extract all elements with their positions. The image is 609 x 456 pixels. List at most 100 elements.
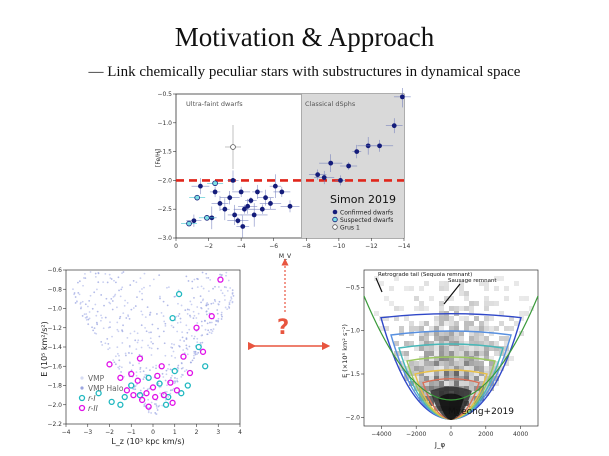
density-cell	[449, 306, 454, 311]
density-cell	[444, 346, 449, 351]
vmp-star-point	[196, 322, 199, 324]
density-cell	[479, 366, 484, 371]
density-cell	[429, 361, 434, 366]
density-cell	[444, 316, 449, 321]
r-i-star-point	[121, 393, 128, 401]
density-contour	[398, 343, 504, 421]
confirmed-dwarf-point	[391, 123, 397, 129]
vmp-star-point	[147, 411, 150, 414]
vmp-star-point	[193, 314, 196, 317]
vmp-star-point	[159, 295, 161, 298]
slide-subtitle: — Link chemically peculiar stars with su…	[88, 64, 521, 80]
density-cell	[434, 361, 439, 366]
density-cell	[484, 326, 489, 331]
vmp-star-point	[185, 347, 188, 350]
vmp-star-point	[176, 377, 179, 380]
vmp-star-point	[118, 368, 121, 370]
vmp-star-point	[196, 306, 199, 308]
vmp-star-point	[107, 326, 110, 329]
density-cell	[474, 346, 479, 351]
density-cell	[424, 381, 429, 386]
r-ii-star-point	[130, 391, 137, 399]
vmp-star-point	[196, 337, 199, 340]
vmp-star-point	[86, 315, 88, 318]
vmp-star-point	[138, 290, 141, 293]
density-cell	[479, 351, 484, 356]
density-cell	[469, 346, 474, 351]
vmp-star-point	[162, 300, 165, 303]
density-cell	[379, 281, 384, 286]
density-cell	[394, 316, 399, 321]
bl-xtick-label: −4	[62, 429, 71, 436]
r-ii-star-point	[180, 353, 187, 360]
density-cell	[464, 306, 469, 311]
density-cell	[394, 306, 399, 311]
bl-ytick-label: −1.6	[47, 363, 62, 370]
vmp-star-point	[117, 366, 120, 369]
bl-xtick-label: 1	[173, 429, 177, 436]
density-cell	[424, 341, 429, 346]
vmp-star-point	[100, 294, 103, 296]
vmp-star-point	[220, 289, 222, 292]
vmp-star-point	[216, 309, 219, 311]
density-cell	[509, 326, 514, 331]
vmp-star-point	[179, 317, 182, 320]
vmp-star-point	[217, 286, 220, 288]
density-cell	[494, 341, 499, 346]
vmp-star-point	[144, 326, 146, 329]
vmp-star-point	[188, 328, 191, 331]
vmp-star-point	[207, 307, 210, 310]
top-xtick-label: −4	[237, 243, 246, 250]
annotation-sausage: Sausage remnant	[448, 278, 497, 284]
r-ii-star-point	[138, 396, 146, 404]
vmp-star-point	[110, 278, 113, 280]
density-contour	[390, 330, 512, 421]
vmp-star-point	[124, 354, 127, 357]
density-cell	[429, 341, 434, 346]
density-cell	[399, 326, 404, 331]
density-cell	[419, 326, 424, 331]
vmp-star-point	[88, 317, 91, 320]
top-xlabel: M_V	[279, 253, 292, 260]
vmp-star-point	[165, 369, 168, 372]
density-cell	[469, 366, 474, 371]
density-cell	[474, 391, 479, 396]
vmp-star-point	[156, 407, 158, 409]
density-cell	[454, 381, 459, 386]
r-ii-star-point	[160, 391, 168, 399]
density-cell	[439, 301, 444, 306]
density-cell	[449, 321, 454, 326]
density-cell	[414, 366, 419, 371]
vmp-star-point	[175, 315, 178, 318]
vmp-star-point	[164, 322, 167, 325]
legend-suspected: Suspected dwarfs	[340, 217, 393, 224]
vmp-star-point	[164, 324, 167, 327]
vmp-star-point	[132, 307, 135, 309]
density-cell	[474, 341, 479, 346]
vmp-star-point	[206, 322, 209, 325]
density-cell	[444, 331, 449, 336]
vmp-star-point	[180, 375, 183, 378]
confirmed-dwarf-point	[354, 149, 360, 154]
vmp-star-point	[185, 369, 188, 371]
vmp-star-point	[126, 302, 129, 304]
r-ii-star-point	[145, 403, 152, 410]
r-ii-star-point	[152, 393, 159, 401]
legend-vmp: VMP	[88, 374, 105, 383]
vmp-star-point	[96, 310, 99, 313]
density-cell	[419, 331, 424, 336]
vmp-star-point	[193, 337, 195, 340]
vmp-star-point	[116, 346, 119, 349]
density-cell	[399, 306, 404, 311]
density-cell	[489, 381, 494, 386]
vmp-star-point	[189, 361, 192, 364]
density-cell	[399, 361, 404, 366]
vmp-star-point	[135, 348, 138, 351]
vmp-star-point	[196, 341, 199, 344]
density-cell	[474, 336, 479, 341]
vmp-star-point	[221, 292, 224, 295]
density-cell	[454, 366, 459, 371]
confirmed-dwarf-point	[315, 172, 321, 178]
vmp-star-point	[215, 320, 218, 322]
density-cell	[469, 351, 474, 356]
